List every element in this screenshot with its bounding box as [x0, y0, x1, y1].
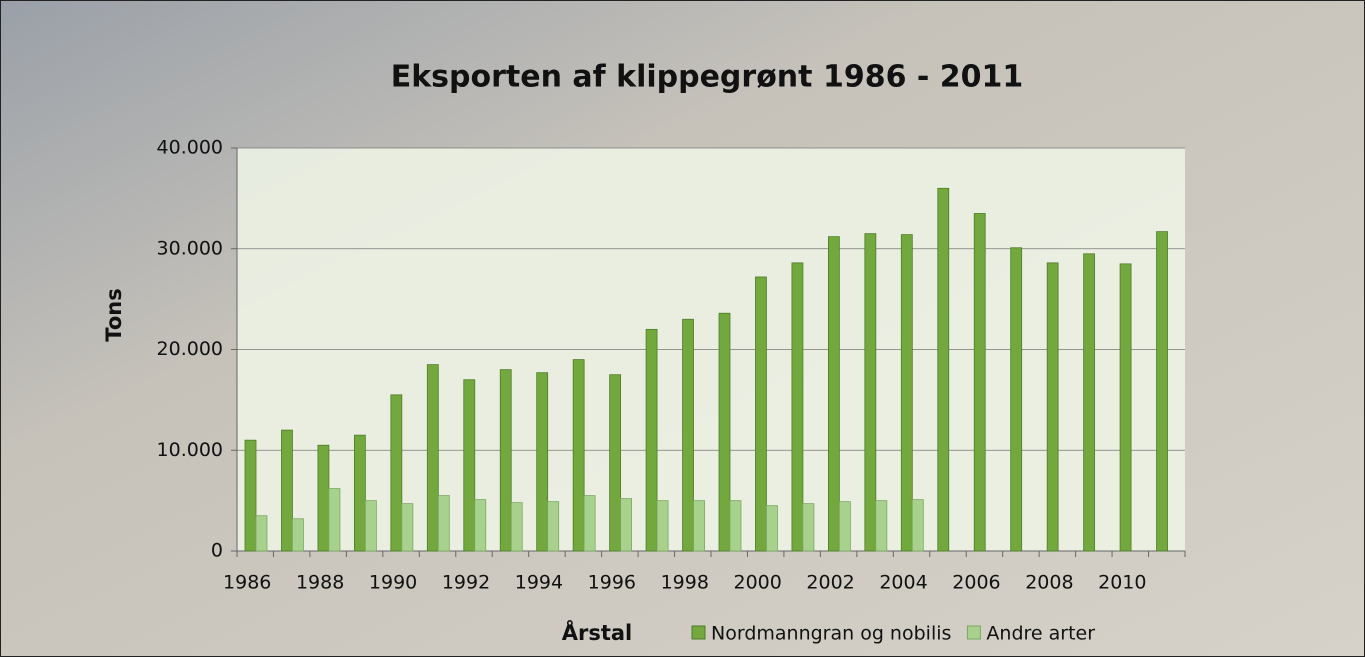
- bar: [694, 501, 705, 551]
- bar: [912, 500, 923, 551]
- bar: [683, 319, 694, 551]
- chart-title: Eksporten af klippegrønt 1986 - 2011: [391, 60, 1024, 95]
- bar: [475, 500, 486, 551]
- bar: [803, 504, 814, 551]
- bar: [548, 502, 559, 551]
- x-tick-label: 1996: [588, 572, 636, 594]
- bar: [329, 489, 340, 551]
- x-tick-label: 2002: [806, 572, 854, 594]
- bar: [657, 501, 668, 551]
- bar: [1047, 263, 1058, 551]
- legend-label: Nordmanngran og nobilis: [711, 623, 951, 645]
- bar: [719, 313, 730, 551]
- x-tick-label: 1986: [223, 572, 271, 594]
- legend-swatch: [967, 626, 980, 639]
- x-axis-title: Årstal: [562, 620, 633, 645]
- bar: [730, 501, 741, 551]
- bar: [839, 502, 850, 551]
- y-tick-label: 40.000: [157, 137, 223, 159]
- bar: [865, 234, 876, 551]
- bar: [792, 263, 803, 551]
- x-tick-label: 2008: [1025, 572, 1073, 594]
- bar: [610, 375, 621, 551]
- bar: [1011, 248, 1022, 551]
- x-tick-label: 2010: [1098, 572, 1146, 594]
- bar: [511, 503, 522, 551]
- bar: [828, 237, 839, 551]
- legend-label: Andre arter: [986, 623, 1095, 645]
- bar: [938, 188, 949, 551]
- bar: [573, 360, 584, 551]
- legend-swatch: [692, 626, 705, 639]
- bar: [1120, 264, 1131, 551]
- x-tick-label: 1994: [515, 572, 563, 594]
- page: Eksporten af klippegrønt 1986 - 2011 Ton…: [0, 0, 1365, 657]
- bar: [901, 235, 912, 551]
- bar: [402, 504, 413, 551]
- bar: [537, 373, 548, 551]
- chart: Eksporten af klippegrønt 1986 - 2011 Ton…: [0, 0, 1365, 657]
- y-tick-label: 20.000: [157, 338, 223, 360]
- bar: [365, 501, 376, 551]
- bar: [974, 213, 985, 551]
- bar: [464, 380, 475, 551]
- x-tick-label: 1998: [661, 572, 709, 594]
- bar: [755, 277, 766, 551]
- bar: [1157, 232, 1168, 551]
- y-tick-label: 30.000: [157, 237, 223, 259]
- bar: [256, 516, 267, 551]
- bar: [354, 435, 365, 551]
- bar: [438, 496, 449, 551]
- y-axis-title: Tons: [102, 288, 126, 341]
- bar: [621, 499, 632, 551]
- x-tick-label: 1988: [296, 572, 344, 594]
- bar: [427, 365, 438, 551]
- bar: [876, 501, 887, 551]
- bar: [281, 430, 292, 551]
- x-tick-label: 1990: [369, 572, 417, 594]
- bar: [584, 496, 595, 551]
- bar: [646, 329, 657, 551]
- y-tick-label: 10.000: [157, 439, 223, 461]
- bar: [318, 445, 329, 551]
- bar: [391, 395, 402, 551]
- bar: [245, 440, 256, 551]
- bar: [292, 519, 303, 551]
- x-tick-label: 2006: [952, 572, 1000, 594]
- bar: [766, 506, 777, 551]
- y-tick-label: 0: [211, 540, 223, 562]
- bar: [500, 370, 511, 551]
- bar: [1084, 254, 1095, 551]
- x-tick-label: 2004: [879, 572, 927, 594]
- x-tick-label: 2000: [734, 572, 782, 594]
- x-tick-label: 1992: [442, 572, 490, 594]
